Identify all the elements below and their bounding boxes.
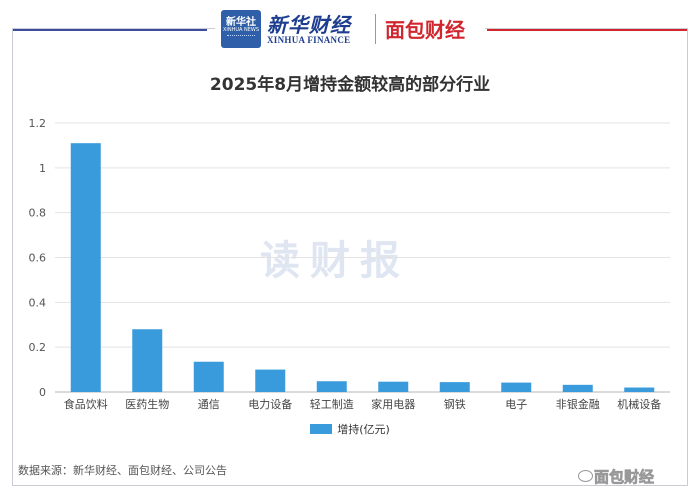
xinhua-logo-text: 新华社 [226, 17, 256, 28]
y-tick-label: 0.8 [29, 207, 47, 220]
legend-label: 增持(亿元) [337, 423, 390, 436]
data-source-note: 数据来源：新华财经、面包财经、公司公告 [18, 464, 227, 477]
mianbao-brand-logo: 面包财经 [385, 18, 465, 42]
xinhua-logo-pattern [227, 35, 255, 44]
bar [501, 382, 532, 392]
bar [624, 387, 655, 392]
legend-swatch [310, 424, 333, 434]
xinhua-logo-icon: 新华社 XINHUA NEWS [221, 10, 261, 48]
header-accent-line-blue [12, 28, 207, 31]
x-tick-label: 电子 [505, 398, 527, 411]
bar [255, 369, 286, 392]
weibo-icon [578, 470, 593, 482]
brand-separator [375, 14, 376, 44]
watermark-text: 读财报 [260, 238, 410, 284]
y-tick-label: 0 [39, 386, 46, 399]
bar [132, 329, 163, 392]
x-tick-label: 医药生物 [125, 397, 169, 411]
y-tick-label: 0.2 [29, 341, 47, 354]
x-tick-label: 非银金融 [556, 397, 600, 411]
x-tick-label: 电力设备 [248, 397, 292, 411]
x-tick-label: 机械设备 [617, 397, 661, 411]
y-tick-label: 1 [39, 162, 46, 175]
x-tick-label: 通信 [198, 398, 220, 411]
brand-name-en: XINHUA FINANCE [267, 35, 351, 45]
bar [378, 381, 409, 392]
xinhua-logo-subtext: XINHUA NEWS [222, 27, 260, 33]
header-accent-line-red [487, 28, 688, 31]
brand-header: 新华社 XINHUA NEWS 新华财经 XINHUA FINANCE 面包财经 [215, 6, 485, 50]
y-tick-label: 0.6 [29, 252, 47, 265]
x-tick-label: 钢铁 [444, 398, 466, 411]
x-tick-label: 轻工制造 [310, 397, 354, 411]
bar [562, 384, 593, 392]
y-tick-label: 1.2 [29, 117, 47, 130]
corner-watermark: 面包财经 [594, 468, 655, 487]
bar [439, 382, 470, 392]
y-tick-label: 0.4 [29, 296, 47, 309]
chart-legend: 增持(亿元) [0, 421, 700, 437]
chart-title: 2025年8月增持金额较高的部分行业 [209, 75, 491, 95]
bar [70, 143, 101, 392]
bar [193, 361, 224, 392]
x-tick-label: 食品饮料 [64, 397, 108, 411]
x-tick-label: 家用电器 [371, 397, 415, 411]
bar [316, 381, 347, 392]
brand-name-cn: 新华财经 [267, 13, 351, 37]
